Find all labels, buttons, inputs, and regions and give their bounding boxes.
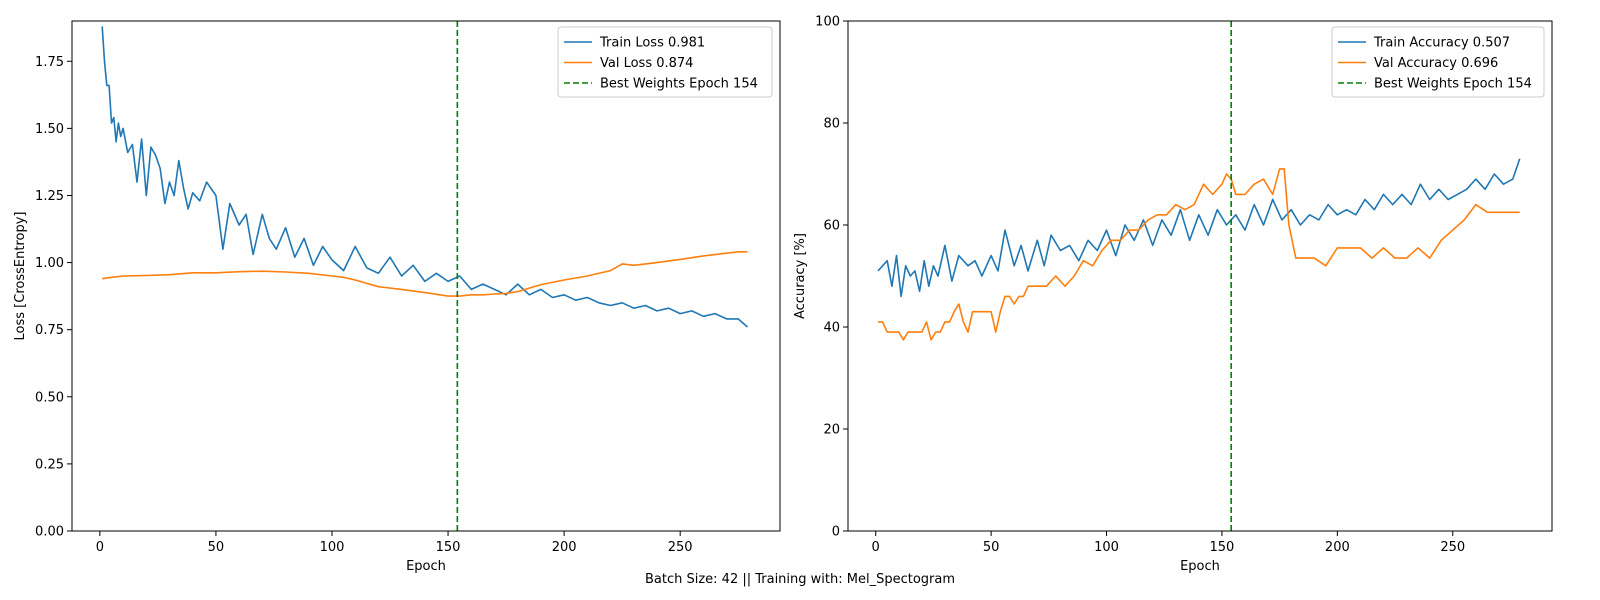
legend-entry: Best Weights Epoch 154 [600, 77, 758, 92]
y-tick-label: 0.25 [35, 457, 64, 472]
legend-entry: Train Loss 0.981 [599, 36, 705, 51]
y-tick-label: 1.75 [35, 55, 64, 70]
y-tick-label: 0 [832, 525, 840, 540]
plot-frame [847, 20, 1553, 532]
x-tick-label: 200 [552, 540, 577, 555]
legend-entry: Best Weights Epoch 154 [1374, 77, 1532, 92]
legend-entry: Train Accuracy 0.507 [1373, 36, 1510, 51]
y-tick-label: 80 [823, 117, 840, 132]
x-tick-label: 50 [208, 540, 225, 555]
y-tick-label: 40 [823, 321, 840, 336]
accuracy-chart: 0 50 100 150 200 250 0 20 40 60 80 100 Epoch Accuracy… [793, 15, 1553, 574]
val-series-line [102, 251, 748, 297]
x-tick-label: 200 [1325, 540, 1350, 555]
y-tick-label: 20 [823, 423, 840, 438]
x-tick-label: 100 [320, 540, 345, 555]
y-tick-label: 1.00 [35, 256, 64, 271]
x-tick-label: 150 [1210, 540, 1235, 555]
y-tick-label: 60 [823, 219, 840, 234]
x-axis-label: Epoch [406, 559, 446, 574]
legend: Train Loss 0.981 Val Loss 0.874 Best Weigh… [557, 26, 773, 98]
legend-box [1331, 26, 1545, 98]
x-tick-label: 0 [96, 540, 104, 555]
x-axis-label: Epoch [1180, 559, 1220, 574]
legend-entry: Val Accuracy 0.696 [1374, 56, 1498, 71]
y-axis-label: Loss [CrossEntropy] [13, 212, 28, 341]
y-tick-label: 0.00 [35, 525, 64, 540]
x-tick-label: 50 [983, 540, 1000, 555]
y-tick-label: 0.75 [35, 323, 64, 338]
val-series-line [878, 168, 1520, 341]
y-tick-label: 100 [815, 15, 840, 30]
x-tick-label: 100 [1094, 540, 1119, 555]
y-tick-label: 0.50 [35, 390, 64, 405]
footer-caption: Batch Size: 42 || Training with: Mel_Spe… [645, 572, 955, 587]
y-axis-label: Accuracy [%] [793, 233, 808, 319]
x-tick-label: 250 [1440, 540, 1465, 555]
x-tick-label: 0 [872, 540, 880, 555]
legend-box [557, 26, 773, 98]
y-tick-label: 1.25 [35, 189, 64, 204]
x-tick-label: 250 [668, 540, 693, 555]
x-tick-label: 150 [436, 540, 461, 555]
loss-chart: 0 50 100 150 200 250 0.00 0.25 0.50 0.75 1.00 1.25 1… [13, 20, 781, 574]
legend-entry: Val Loss 0.874 [600, 56, 693, 71]
y-tick-label: 1.50 [35, 122, 64, 137]
plot-frame [71, 20, 781, 532]
train-series-line [877, 158, 1521, 298]
legend: Train Accuracy 0.507 Val Accuracy 0.696 Be… [1331, 26, 1545, 98]
train-series-line [101, 26, 749, 328]
